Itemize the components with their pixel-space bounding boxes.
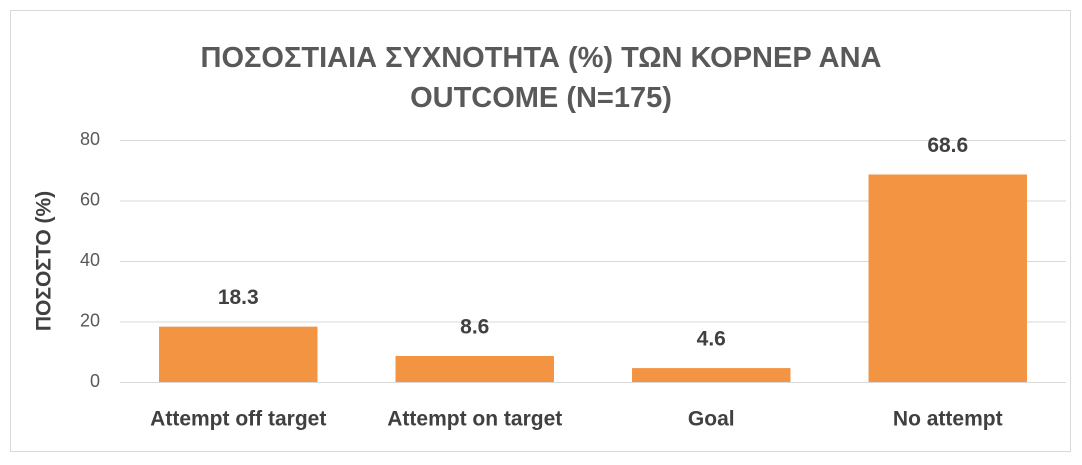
x-tick-label: Goal [688, 408, 735, 431]
x-tick-label: No attempt [893, 408, 1003, 431]
y-tick-label: 60 [80, 189, 100, 209]
bar [395, 355, 554, 382]
data-label: 68.6 [927, 134, 968, 157]
chart-title: ΠΟΣΟΣΤΙΑΙΑ ΣΥΧΝΟΤΗΤΑ (%) ΤΩΝ ΚΟΡΝΕΡ ΑΝΑ … [200, 42, 882, 114]
y-tick-label: 20 [80, 310, 100, 330]
x-tick-label: Attempt on target [387, 408, 562, 431]
x-tick-label: Attempt off target [150, 408, 326, 431]
y-tick-label: 80 [80, 129, 100, 149]
bar [159, 326, 318, 382]
bar [868, 174, 1027, 382]
data-label: 8.6 [460, 316, 489, 339]
bar [632, 368, 791, 382]
data-label: 18.3 [218, 286, 259, 309]
y-axis-label: ΠΟΣΟΣΤΟ (%) [33, 191, 56, 331]
y-tick-label: 40 [80, 250, 100, 270]
data-label: 4.6 [697, 328, 726, 351]
y-tick-label: 0 [90, 371, 100, 391]
